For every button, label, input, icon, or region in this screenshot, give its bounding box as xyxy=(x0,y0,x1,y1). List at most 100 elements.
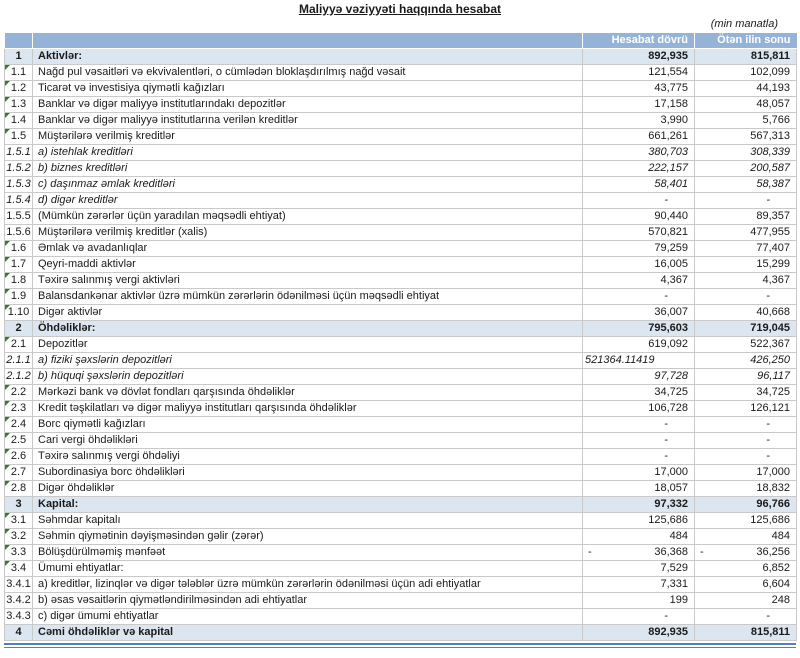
value-cell-previous[interactable]: 125,686 xyxy=(694,512,797,529)
row-number-cell[interactable]: 2.1 xyxy=(4,336,33,353)
row-label-cell[interactable]: Aktivlər: xyxy=(32,48,583,65)
row-label-cell[interactable]: c) daşınmaz əmlak kreditləri xyxy=(32,176,583,193)
value-cell-previous[interactable]: 567,313 xyxy=(694,128,797,145)
row-number-cell[interactable]: 1.5.3 xyxy=(4,176,33,193)
row-number-cell[interactable]: 1.4 xyxy=(4,112,33,129)
value-cell-previous[interactable]: 426,250 xyxy=(694,352,797,369)
value-cell-previous[interactable]: 5,766 xyxy=(694,112,797,129)
value-cell-current[interactable]: - xyxy=(582,288,695,305)
row-number-cell[interactable]: 2.1.2 xyxy=(4,368,33,385)
value-cell-previous[interactable]: 48,057 xyxy=(694,96,797,113)
row-number-cell[interactable]: 2.4 xyxy=(4,416,33,433)
row-label-cell[interactable]: Kredit təşkilatları və digər maliyyə ins… xyxy=(32,400,583,417)
value-cell-previous[interactable]: 6,604 xyxy=(694,576,797,593)
row-label-cell[interactable]: Cari vergi öhdəlikləri xyxy=(32,432,583,449)
row-label-cell[interactable]: Subordinasiya borc öhdəlikləri xyxy=(32,464,583,481)
row-number-cell[interactable]: 1.5.6 xyxy=(4,224,33,241)
row-label-cell[interactable]: Balansdankənar aktivlər üzrə mümkün zərə… xyxy=(32,288,583,305)
value-cell-previous[interactable]: 200,587 xyxy=(694,160,797,177)
value-cell-previous[interactable]: - xyxy=(694,432,797,449)
row-number-cell[interactable]: 3.1 xyxy=(4,512,33,529)
row-number-cell[interactable]: 1.10 xyxy=(4,304,33,321)
row-number-cell[interactable]: 2.3 xyxy=(4,400,33,417)
value-cell-previous[interactable]: 77,407 xyxy=(694,240,797,257)
value-cell-current[interactable]: 7,529 xyxy=(582,560,695,577)
value-cell-previous[interactable]: 18,832 xyxy=(694,480,797,497)
header-label-cell[interactable] xyxy=(32,33,583,49)
row-number-cell[interactable]: 3 xyxy=(4,496,33,513)
value-cell-current[interactable]: 484 xyxy=(582,528,695,545)
value-cell-previous[interactable]: 89,357 xyxy=(694,208,797,225)
row-label-cell[interactable]: c) digər ümumi ehtiyatlar xyxy=(32,608,583,625)
row-label-cell[interactable]: Ümumi ehtiyatlar: xyxy=(32,560,583,577)
value-cell-previous[interactable]: 815,811 xyxy=(694,624,797,641)
value-cell-previous[interactable]: -36,256 xyxy=(694,544,797,561)
value-cell-current[interactable]: 17,000 xyxy=(582,464,695,481)
row-number-cell[interactable]: 2.7 xyxy=(4,464,33,481)
row-label-cell[interactable]: Əmlak və avadanlıqlar xyxy=(32,240,583,257)
value-cell-current[interactable]: 43,775 xyxy=(582,80,695,97)
row-number-cell[interactable]: 3.3 xyxy=(4,544,33,561)
value-cell-current[interactable]: - xyxy=(582,448,695,465)
value-cell-previous[interactable]: 522,367 xyxy=(694,336,797,353)
row-number-cell[interactable]: 2.1.1 xyxy=(4,352,33,369)
value-cell-current[interactable]: 18,057 xyxy=(582,480,695,497)
value-cell-current[interactable]: 79,259 xyxy=(582,240,695,257)
row-label-cell[interactable]: Kapital: xyxy=(32,496,583,513)
row-label-cell[interactable]: b) hüquqi şəxslərin depozitləri xyxy=(32,368,583,385)
value-cell-current[interactable]: 16,005 xyxy=(582,256,695,273)
value-cell-current[interactable]: 97,728 xyxy=(582,368,695,385)
value-cell-previous[interactable]: 58,387 xyxy=(694,176,797,193)
value-cell-current[interactable]: 3,990 xyxy=(582,112,695,129)
value-cell-previous[interactable]: 96,117 xyxy=(694,368,797,385)
row-label-cell[interactable]: a) kreditlər, lizinqlər və digər tələblə… xyxy=(32,576,583,593)
row-label-cell[interactable]: Öhdəliklər: xyxy=(32,320,583,337)
value-cell-previous[interactable]: 44,193 xyxy=(694,80,797,97)
row-number-cell[interactable]: 2.2 xyxy=(4,384,33,401)
row-label-cell[interactable]: Borc qiymətli kağızları xyxy=(32,416,583,433)
value-cell-previous[interactable]: 15,299 xyxy=(694,256,797,273)
row-number-cell[interactable]: 1.2 xyxy=(4,80,33,97)
row-label-cell[interactable]: Mərkəzi bank və dövlət fondları qarşısın… xyxy=(32,384,583,401)
value-cell-previous[interactable]: 484 xyxy=(694,528,797,545)
value-cell-previous[interactable]: 4,367 xyxy=(694,272,797,289)
row-label-cell[interactable]: (Mümkün zərərlər üçün yaradılan məqsədli… xyxy=(32,208,583,225)
value-cell-previous[interactable]: 6,852 xyxy=(694,560,797,577)
row-label-cell[interactable]: Digər aktivlər xyxy=(32,304,583,321)
value-cell-current[interactable]: - xyxy=(582,432,695,449)
row-number-cell[interactable]: 4 xyxy=(4,624,33,641)
row-label-cell[interactable]: Nağd pul vəsaitləri və ekvivalentləri, o… xyxy=(32,64,583,81)
value-cell-current[interactable]: 892,935 xyxy=(582,48,695,65)
value-cell-previous[interactable]: - xyxy=(694,192,797,209)
row-label-cell[interactable]: b) biznes kreditləri xyxy=(32,160,583,177)
value-cell-previous[interactable]: 96,766 xyxy=(694,496,797,513)
value-cell-previous[interactable]: 477,955 xyxy=(694,224,797,241)
row-label-cell[interactable]: d) digər kreditlər xyxy=(32,192,583,209)
value-cell-current[interactable]: 90,440 xyxy=(582,208,695,225)
row-number-cell[interactable]: 1.7 xyxy=(4,256,33,273)
value-cell-previous[interactable]: 17,000 xyxy=(694,464,797,481)
value-cell-previous[interactable]: - xyxy=(694,288,797,305)
row-label-cell[interactable]: a) istehlak kreditləri xyxy=(32,144,583,161)
row-number-cell[interactable]: 1.1 xyxy=(4,64,33,81)
row-label-cell[interactable]: Müştərilərə verilmiş kreditlər xyxy=(32,128,583,145)
value-cell-current[interactable]: 7,331 xyxy=(582,576,695,593)
value-cell-current[interactable]: 892,935 xyxy=(582,624,695,641)
row-number-cell[interactable]: 1.9 xyxy=(4,288,33,305)
value-cell-current[interactable]: -36,368 xyxy=(582,544,695,561)
value-cell-previous[interactable]: - xyxy=(694,608,797,625)
row-number-cell[interactable]: 1.6 xyxy=(4,240,33,257)
row-label-cell[interactable]: Qeyri-maddi aktivlər xyxy=(32,256,583,273)
row-number-cell[interactable]: 1.5.5 xyxy=(4,208,33,225)
row-number-cell[interactable]: 1 xyxy=(4,48,33,65)
row-number-cell[interactable]: 1.5.1 xyxy=(4,144,33,161)
value-cell-previous[interactable]: 102,099 xyxy=(694,64,797,81)
row-label-cell[interactable]: Səhmin qiymətinin dəyişməsindən gəlir (z… xyxy=(32,528,583,545)
value-cell-current[interactable]: 570,821 xyxy=(582,224,695,241)
row-number-cell[interactable]: 3.4 xyxy=(4,560,33,577)
value-cell-previous[interactable]: 34,725 xyxy=(694,384,797,401)
row-number-cell[interactable]: 2.6 xyxy=(4,448,33,465)
row-number-cell[interactable]: 2 xyxy=(4,320,33,337)
row-label-cell[interactable]: Təxirə salınmış vergi öhdəliyi xyxy=(32,448,583,465)
value-cell-current[interactable]: 58,401 xyxy=(582,176,695,193)
